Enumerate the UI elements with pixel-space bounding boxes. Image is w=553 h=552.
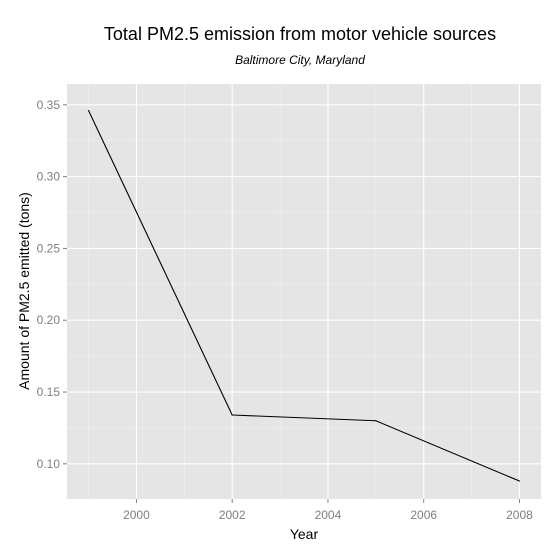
x-tick-label: 2006 <box>410 508 437 522</box>
series-layer <box>87 109 521 482</box>
y-tick-label: 0.15 <box>37 385 61 399</box>
y-axis: 0.10 0.15 0.20 0.25 0.30 0.35 <box>37 98 67 471</box>
x-tick-label: 2004 <box>315 508 342 522</box>
x-axis: 2000 2002 2004 2006 2008 <box>123 499 533 522</box>
data-point <box>87 109 90 112</box>
chart-title: Total PM2.5 emission from motor vehicle … <box>104 24 496 44</box>
data-point <box>375 420 377 422</box>
y-tick-label: 0.35 <box>37 98 61 112</box>
x-tick-label: 2002 <box>219 508 246 522</box>
minor-grid <box>67 84 541 499</box>
data-point <box>518 480 521 482</box>
x-axis-title: Year <box>290 526 319 542</box>
y-tick-label: 0.25 <box>37 241 61 255</box>
y-tick-label: 0.20 <box>37 313 61 327</box>
y-tick-label: 0.10 <box>37 457 61 471</box>
major-grid <box>67 84 541 499</box>
data-point <box>231 414 233 416</box>
x-tick-label: 2008 <box>506 508 533 522</box>
y-axis-title: Amount of PM2.5 emitted (tons) <box>16 192 32 390</box>
x-tick-label: 2000 <box>123 508 150 522</box>
y-tick-label: 0.30 <box>37 170 61 184</box>
series-line <box>88 110 520 482</box>
chart-subtitle: Baltimore City, Maryland <box>235 53 365 67</box>
plot-panel <box>67 84 541 499</box>
